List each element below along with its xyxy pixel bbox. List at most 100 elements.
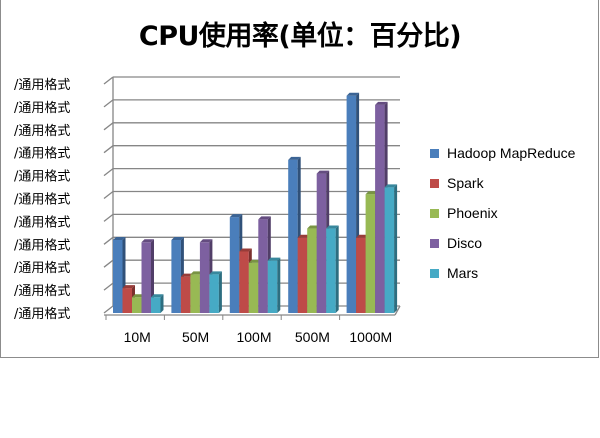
legend-item: Spark — [430, 168, 575, 198]
bar-side — [277, 257, 281, 313]
y-tick-label: /通用格式 — [14, 214, 70, 230]
bar-spark-500M — [297, 237, 308, 313]
x-tick-label: 1000M — [349, 329, 392, 345]
bar-top — [384, 184, 398, 188]
bar-mars-100M — [267, 260, 278, 313]
axis-tick — [103, 76, 114, 85]
y-tick-label: /通用格式 — [14, 146, 70, 162]
bar-disco-10M — [141, 242, 151, 313]
bar-side — [335, 225, 339, 313]
x-tick-label: 100M — [236, 329, 271, 345]
bar-top — [229, 214, 243, 218]
bar-phoenix-500M — [307, 228, 317, 313]
bar-top — [122, 285, 135, 289]
bar-top — [288, 156, 301, 160]
axis-tick — [103, 282, 114, 291]
x-tick-label: 10M — [124, 329, 151, 345]
bar-side — [394, 184, 398, 313]
axis-tick — [103, 145, 114, 154]
bar-spark-1000M — [356, 237, 366, 313]
axis-tick — [103, 168, 114, 177]
axis-tick — [103, 259, 114, 268]
bar-top — [248, 259, 262, 263]
bar-disco-50M — [199, 242, 210, 313]
legend-label: Mars — [447, 265, 479, 281]
y-tick-label: /通用格式 — [14, 237, 70, 253]
y-tick-label: /通用格式 — [14, 260, 70, 276]
y-tick-label: /通用格式 — [14, 283, 70, 299]
chart-frame — [0, 0, 599, 358]
y-tick-label: /通用格式 — [14, 100, 70, 116]
bar-hadoop-mapreduce-100M — [229, 217, 240, 313]
legend-item: Mars — [430, 258, 575, 288]
bar-spark-50M — [180, 276, 191, 313]
legend-item: Disco — [430, 228, 575, 258]
bar-mars-1000M — [384, 187, 395, 313]
chart-title: CPU使用率(单位：百分比) — [138, 21, 462, 52]
bar-phoenix-10M — [132, 297, 142, 313]
axis-tick — [103, 190, 114, 200]
axis-tick — [103, 99, 114, 108]
legend-item: Hadoop MapReduce — [430, 138, 575, 168]
bar-top — [316, 170, 330, 174]
bar-disco-1000M — [375, 104, 385, 314]
bar-top — [141, 239, 154, 243]
bar-top — [297, 234, 311, 238]
bar-mars-10M — [151, 297, 161, 313]
bar-top — [239, 248, 252, 252]
x-tick-label: 500M — [295, 329, 330, 345]
bar-top — [209, 271, 222, 275]
bar-top — [365, 191, 379, 195]
bar-hadoop-mapreduce-500M — [288, 159, 298, 313]
bar-hadoop-mapreduce-1000M — [346, 95, 357, 314]
y-tick-label: /通用格式 — [14, 169, 70, 185]
legend-label: Phoenix — [447, 205, 498, 221]
bar-spark-10M — [122, 288, 132, 313]
bar-top — [375, 101, 388, 105]
axis-tick — [103, 236, 114, 245]
bar-mars-500M — [326, 228, 336, 313]
legend-label: Spark — [447, 175, 484, 191]
bar-disco-100M — [258, 219, 268, 313]
bar-top — [190, 271, 203, 275]
bar-hadoop-mapreduce-10M — [113, 240, 123, 313]
bar-disco-500M — [316, 173, 327, 313]
bar-top — [267, 257, 281, 261]
bar-side — [151, 239, 154, 313]
bar-top — [258, 216, 271, 220]
axis-tick — [103, 305, 114, 314]
bar-top — [199, 239, 213, 243]
bar-side — [160, 294, 164, 313]
bar-mars-50M — [209, 274, 219, 313]
legend-swatch — [430, 208, 439, 218]
bar-spark-100M — [239, 251, 249, 313]
bar-phoenix-50M — [190, 274, 200, 313]
x-axis-edge — [394, 305, 401, 316]
bar-top — [307, 225, 320, 229]
bar-top — [132, 294, 145, 298]
x-tick-label: 50M — [182, 329, 209, 345]
legend-swatch — [430, 148, 439, 158]
axis-tick — [103, 213, 114, 222]
axis-tick — [103, 122, 114, 131]
y-tick-label: /通用格式 — [14, 77, 70, 93]
legend-swatch — [430, 178, 439, 188]
bar-top — [326, 225, 339, 229]
bar-top — [171, 237, 184, 241]
legend-item: Phoenix — [430, 198, 575, 228]
y-tick-label: /通用格式 — [14, 123, 70, 139]
legend-label: Hadoop MapReduce — [447, 145, 576, 161]
bar-top — [346, 92, 360, 96]
bar-top — [180, 273, 194, 277]
bar-phoenix-1000M — [365, 194, 376, 313]
bar-top — [151, 294, 164, 298]
bar-top — [113, 237, 126, 241]
bar-hadoop-mapreduce-50M — [171, 240, 181, 313]
bar-top — [356, 234, 369, 238]
legend-swatch — [430, 238, 439, 248]
bar-side — [218, 271, 222, 313]
bar-phoenix-100M — [248, 262, 259, 313]
y-tick-label: /通用格式 — [14, 192, 70, 208]
y-tick-label: /通用格式 — [14, 306, 70, 322]
